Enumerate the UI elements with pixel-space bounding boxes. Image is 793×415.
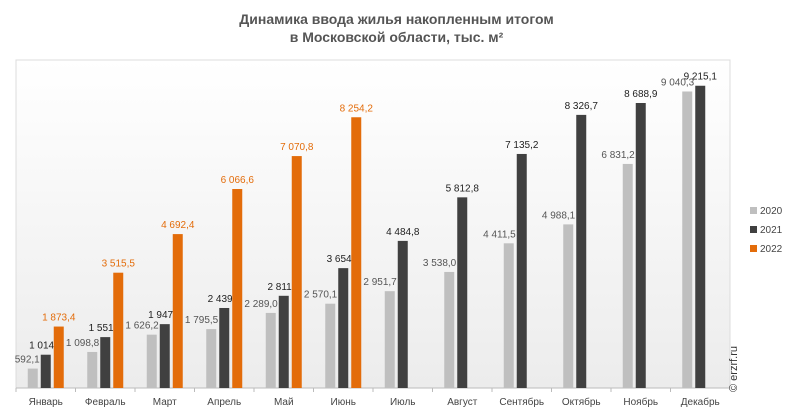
data-label-2022: 4 692,4 xyxy=(161,220,195,231)
chart-title-line2: в Московской области, тыс. м² xyxy=(289,29,504,45)
x-tick-label: Май xyxy=(274,397,294,408)
data-label-2020: 2 289,0 xyxy=(244,299,278,310)
bar-2020 xyxy=(622,163,633,388)
legend-label: 2021 xyxy=(760,225,783,236)
data-label-2020: 6 831,2 xyxy=(601,150,635,161)
watermark: © erzrf.ru xyxy=(728,346,740,392)
x-tick-label: Август xyxy=(447,397,478,408)
bar-2021 xyxy=(635,103,646,388)
bar-2021 xyxy=(695,85,706,388)
data-label-2020: 592,1 xyxy=(15,355,40,366)
bar-2021 xyxy=(576,114,587,388)
x-tick-label: Февраль xyxy=(85,397,126,408)
data-label-2020: 1 626,2 xyxy=(125,321,159,332)
bar-2020 xyxy=(146,334,157,388)
x-tick-label: Январь xyxy=(29,397,63,408)
legend-swatch-2021 xyxy=(750,226,757,233)
data-label-2021: 9 215,1 xyxy=(684,72,718,83)
data-label-2020: 2 951,7 xyxy=(363,277,397,288)
bar-2021 xyxy=(159,324,170,388)
data-label-2021: 8 688,9 xyxy=(624,89,658,100)
data-label-2020: 4 411,5 xyxy=(483,229,516,240)
bar-2020 xyxy=(563,224,574,388)
bar-2021 xyxy=(516,153,527,388)
data-label-2022: 7 070,8 xyxy=(280,142,314,153)
data-label-2021: 5 812,8 xyxy=(446,183,480,194)
x-tick-label: Июль xyxy=(390,397,416,408)
data-label-2022: 6 066,6 xyxy=(221,175,255,186)
chart-title: Динамика ввода жилья накопленным итогом … xyxy=(0,10,793,46)
data-label-2020: 9 040,3 xyxy=(661,77,695,88)
bar-2021 xyxy=(219,307,230,388)
data-label-2021: 7 135,2 xyxy=(505,140,539,151)
legend-item-2020: 2020 xyxy=(750,206,782,217)
data-label-2020: 3 538,0 xyxy=(423,258,457,269)
data-label-2022: 3 515,5 xyxy=(102,259,136,270)
data-label-2020: 4 988,1 xyxy=(542,210,576,221)
data-label-2021: 1 947,0 xyxy=(148,310,182,321)
data-label-2022: 8 254,2 xyxy=(340,103,374,114)
data-label-2020: 1 098,8 xyxy=(66,338,100,349)
data-label-2022: 1 873,4 xyxy=(42,313,76,324)
data-label-2020: 1 795,5 xyxy=(185,315,219,326)
bar-2022 xyxy=(232,189,243,388)
x-tick-label: Декабрь xyxy=(681,396,720,408)
bar-2022 xyxy=(113,272,124,388)
legend-label: 2022 xyxy=(760,244,783,255)
data-label-2021: 3 654,3 xyxy=(327,254,361,265)
bar-2022 xyxy=(291,156,302,388)
legend-item-2022: 2022 xyxy=(750,244,782,255)
data-label-2020: 2 570,1 xyxy=(304,290,338,301)
data-label-2021: 8 326,7 xyxy=(565,101,599,112)
bar-2020 xyxy=(503,243,514,388)
data-label-2021: 1 551,2 xyxy=(89,323,123,334)
legend-swatch-2022 xyxy=(750,245,757,252)
bar-2020 xyxy=(444,271,455,388)
bar-2022 xyxy=(53,326,64,388)
bar-2020 xyxy=(682,91,693,389)
chart-title-line1: Динамика ввода жилья накопленным итогом xyxy=(239,11,554,27)
bar-2021 xyxy=(40,354,51,388)
x-tick-label: Июнь xyxy=(331,397,356,408)
bar-2021 xyxy=(457,197,468,388)
data-label-2021: 2 811,0 xyxy=(267,282,300,293)
bar-2020 xyxy=(265,312,276,388)
data-label-2021: 1 014,9 xyxy=(29,341,63,352)
bar-2021 xyxy=(278,295,289,388)
bar-2021 xyxy=(397,240,408,388)
x-tick-label: Сентябрь xyxy=(499,396,544,408)
bar-2020 xyxy=(384,291,395,388)
bar-2020 xyxy=(27,368,38,388)
bar-2021 xyxy=(100,337,111,388)
bar-2020 xyxy=(325,303,336,388)
bar-2022 xyxy=(351,117,362,388)
x-tick-label: Апрель xyxy=(207,397,241,408)
x-tick-label: Ноябрь xyxy=(623,396,658,408)
legend-item-2021: 2021 xyxy=(750,225,782,236)
bar-2021 xyxy=(338,268,349,388)
legend-swatch-2020 xyxy=(750,207,757,214)
data-label-2021: 4 484,8 xyxy=(386,227,420,238)
bar-2020 xyxy=(206,329,217,388)
legend-label: 2020 xyxy=(760,206,783,217)
plot-area xyxy=(15,59,731,389)
x-tick-label: Март xyxy=(153,397,177,408)
bar-2020 xyxy=(87,351,98,388)
bar-2022 xyxy=(172,234,183,388)
x-tick-label: Октябрь xyxy=(562,396,601,408)
data-label-2021: 2 439,3 xyxy=(208,294,242,305)
